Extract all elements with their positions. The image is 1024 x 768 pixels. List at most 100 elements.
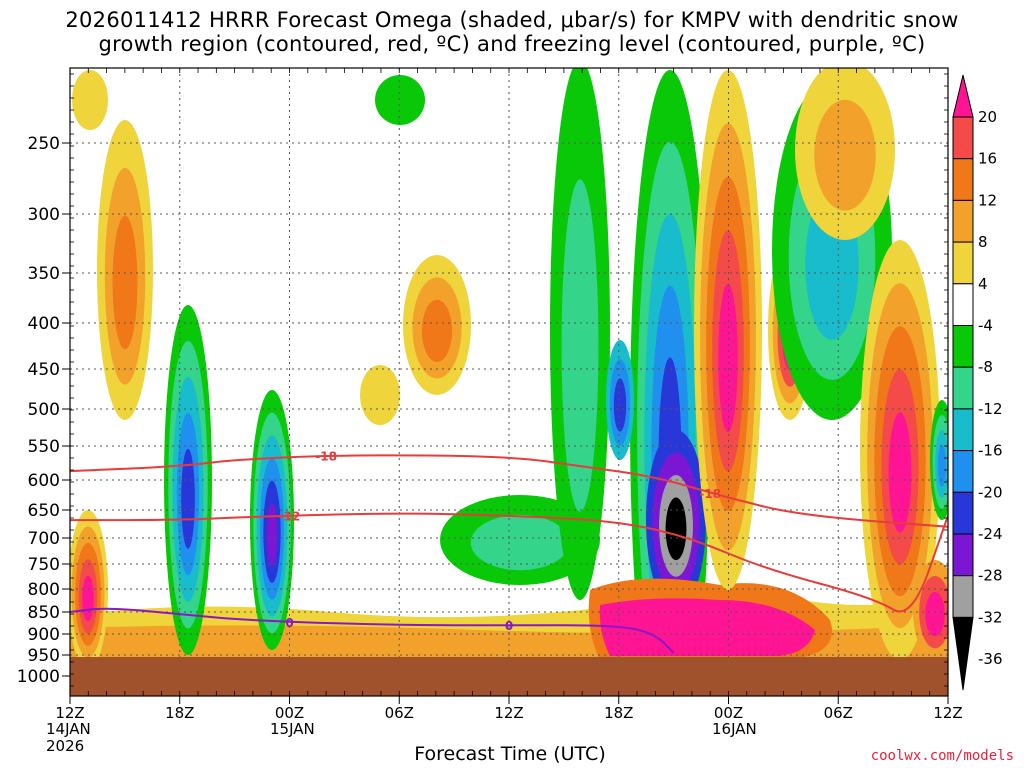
colorbar-bin-9 bbox=[952, 450, 974, 493]
contour-minus12 bbox=[70, 512, 948, 613]
secondary-rising-17z-level-2 bbox=[613, 378, 627, 432]
deep-sinking-09z-level-4 bbox=[888, 412, 912, 533]
date-label-15jan: 15JAN bbox=[270, 720, 315, 738]
xtick-label-8: 12Z bbox=[933, 704, 962, 722]
colorbar-bin-1 bbox=[952, 116, 974, 160]
colorbar-bin-3 bbox=[952, 199, 974, 243]
colorbar-label-2: 12 bbox=[978, 191, 997, 209]
colorbar-label-8: -16 bbox=[978, 442, 1003, 460]
date-label-14jan: 14JAN 2026 bbox=[46, 720, 91, 755]
ytick-label-400: 400 bbox=[28, 314, 60, 334]
colorbar-label-7: -12 bbox=[978, 400, 1003, 418]
contour-freezing-level-label-0: 0 bbox=[285, 616, 293, 630]
colorbar-label-11: -28 bbox=[978, 567, 1003, 585]
grid-lines bbox=[70, 68, 948, 696]
ytick-label-500: 500 bbox=[28, 400, 60, 420]
ytick-label-650: 650 bbox=[28, 501, 60, 521]
mid-sinking-03z-level-2 bbox=[421, 299, 453, 362]
deep-rising-16z-level-1 bbox=[561, 179, 599, 512]
chart-title-line2: growth region (contoured, red, ºC) and f… bbox=[98, 32, 926, 56]
colorbar-label-1: 16 bbox=[978, 150, 997, 168]
rising-plume-18z bbox=[164, 305, 212, 655]
source-credit: coolwx.com/models bbox=[870, 748, 1014, 764]
xtick-label-7: 06Z bbox=[824, 704, 853, 722]
ytick-label-550: 550 bbox=[28, 437, 60, 457]
small-sinking-06z-level-0 bbox=[360, 365, 400, 425]
low-sinking-end bbox=[913, 560, 948, 660]
colorbar-bin-11 bbox=[952, 533, 974, 577]
xtick-label-5: 18Z bbox=[604, 704, 633, 722]
xtick-label-4: 12Z bbox=[494, 704, 523, 722]
upper-sinking-corner-level-0 bbox=[72, 70, 108, 130]
colorbar-label-0: 20 bbox=[978, 108, 997, 126]
xtick-label-1: 18Z bbox=[165, 704, 194, 722]
ytick-label-350: 350 bbox=[28, 264, 60, 284]
colorbar-bin-8 bbox=[952, 408, 974, 452]
colorbar-label-13: -36 bbox=[978, 650, 1003, 668]
post-frontal-sinking-core bbox=[599, 598, 815, 656]
omega-colorbar: 20 16 12 8 4 -4 -8 -12 -16 -20 -24 -28 -32 -36 bbox=[952, 74, 1003, 691]
ground-below-surface bbox=[70, 657, 948, 696]
contour-minus12-label-0: -12 bbox=[279, 510, 301, 524]
upper-sinking-late bbox=[795, 68, 895, 240]
date-label-16jan: 16JAN bbox=[712, 720, 757, 738]
low-level-rising-12z-level-1 bbox=[470, 514, 570, 571]
colorbar-label-3: 8 bbox=[978, 233, 988, 251]
upper-sinking-corner bbox=[72, 70, 108, 130]
colorbar-bin-12 bbox=[952, 575, 974, 618]
mid-sinking-03z bbox=[403, 255, 471, 395]
deep-rising-16z bbox=[550, 68, 610, 600]
main-rising-core bbox=[646, 430, 706, 610]
low-sinking-end-level-2 bbox=[925, 591, 945, 637]
colorbar-bin-0 bbox=[952, 74, 974, 118]
contour-freezing-level bbox=[70, 607, 675, 654]
rising-edge-end-level-3 bbox=[937, 445, 947, 487]
colorbar-label-12: -32 bbox=[978, 608, 1003, 626]
rising-plume-18z-level-4 bbox=[181, 448, 195, 549]
upper-sinking-early bbox=[97, 120, 153, 420]
secondary-rising-17z bbox=[606, 340, 634, 460]
xtick-label-6: 00Z bbox=[714, 704, 743, 722]
colorbar-label-10: -24 bbox=[978, 525, 1003, 543]
ytick-label-700: 700 bbox=[28, 529, 60, 549]
contour-freezing-level-label-1: 0 bbox=[505, 619, 513, 633]
ytick-label-450: 450 bbox=[28, 360, 60, 380]
rising-edge-end bbox=[930, 400, 948, 520]
colorbar-bin-10 bbox=[952, 491, 974, 535]
colorbar-bin-5 bbox=[952, 283, 974, 326]
colorbar-bin-4 bbox=[952, 241, 974, 285]
chart-title-line1: 2026011412 HRRR Forecast Omega (shaded, … bbox=[65, 8, 959, 32]
colorbar-label-9: -20 bbox=[978, 483, 1003, 501]
main-rising-core-level-3 bbox=[665, 497, 687, 561]
pressure-axis: 2503003504004505005506006507007508008509… bbox=[17, 73, 948, 687]
ytick-label-250: 250 bbox=[28, 134, 60, 154]
ytick-label-900: 900 bbox=[28, 625, 60, 645]
colorbar-label-4: 4 bbox=[978, 275, 988, 293]
colorbar-bin-6 bbox=[952, 325, 974, 368]
sinking-column-start-level-4 bbox=[82, 575, 94, 622]
ytick-label-850: 850 bbox=[28, 603, 60, 623]
ytick-label-800: 800 bbox=[28, 580, 60, 600]
time-axis: 12Z 18Z 00Z 06Z 12Z 18Z 00Z 06Z 12Z bbox=[55, 68, 963, 722]
x-axis-title: Forecast Time (UTC) bbox=[414, 743, 606, 765]
upper-rising-spot bbox=[375, 75, 425, 125]
sinking-column-start bbox=[70, 510, 108, 670]
temperature-contours: -18 -18 -12 0 0 bbox=[70, 450, 948, 654]
ytick-label-950: 950 bbox=[28, 646, 60, 666]
contour-minus18-label-0: -18 bbox=[315, 450, 337, 464]
xtick-label-2: 00Z bbox=[275, 704, 304, 722]
ytick-label-750: 750 bbox=[28, 555, 60, 575]
ytick-label-1000: 1000 bbox=[17, 667, 60, 687]
xtick-label-0: 12Z bbox=[55, 704, 84, 722]
rising-plume-00z-level-5 bbox=[266, 503, 278, 567]
colorbar-bin-7 bbox=[952, 366, 974, 410]
ytick-label-600: 600 bbox=[28, 471, 60, 491]
contour-minus18-label-1: -18 bbox=[699, 487, 721, 501]
contour-minus18 bbox=[70, 454, 948, 528]
rising-plume-00z bbox=[250, 390, 294, 650]
colorbar-bin-13 bbox=[952, 616, 974, 691]
upper-sinking-early-level-2 bbox=[112, 215, 138, 350]
ytick-label-300: 300 bbox=[28, 205, 60, 225]
colorbar-label-5: -4 bbox=[978, 317, 993, 335]
